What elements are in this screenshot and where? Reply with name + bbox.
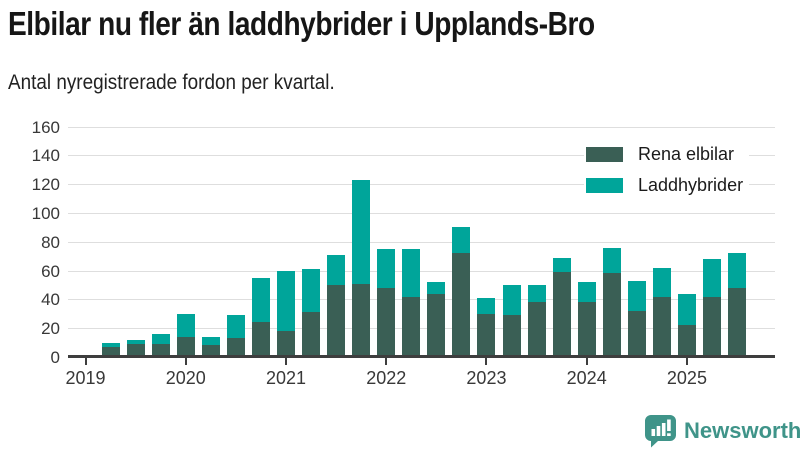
bar-2025-q3-laddhybrider — [728, 253, 747, 288]
x-axis-label-2022: 2022 — [366, 368, 407, 388]
legend-label-laddhybrider: Laddhybrider — [638, 175, 744, 195]
bar-2022-q4-rena-elbilar — [452, 253, 471, 357]
bar-2022-q2-rena-elbilar — [402, 296, 421, 357]
bar-2024-q2-rena-elbilar — [602, 273, 621, 357]
bar-2023-q2-rena-elbilar — [502, 315, 521, 357]
legend-item-laddhybrider: Laddhybrider — [584, 171, 750, 200]
bar-2019-q3-rena-elbilar — [126, 344, 145, 357]
bar-2024-q3-rena-elbilar — [627, 310, 646, 357]
bar-2022-q2-laddhybrider — [402, 249, 421, 297]
y-axis-label-80: 80 — [41, 232, 60, 252]
bar-2023-q3-rena-elbilar — [527, 302, 546, 357]
gridline-y-160 — [68, 126, 775, 128]
bar-2021-q2-laddhybrider — [302, 269, 321, 313]
legend-swatch-laddhybrider — [586, 178, 623, 193]
bar-2019-q4-rena-elbilar — [151, 344, 170, 357]
bar-2019-q4-laddhybrider — [151, 333, 170, 345]
y-axis-label-0: 0 — [50, 348, 60, 367]
bar-2019-q3-laddhybrider — [126, 339, 145, 345]
gridline-y-40 — [68, 299, 775, 301]
x-tick-2024 — [585, 358, 588, 365]
bar-2020-q1-rena-elbilar — [176, 336, 195, 357]
bar-2025-q1-rena-elbilar — [677, 325, 696, 357]
bar-2023-q1-laddhybrider — [477, 297, 496, 314]
bar-2024-q2-laddhybrider — [602, 247, 621, 274]
legend: Rena elbilar Laddhybrider — [584, 140, 750, 202]
speech-bubble-chart-icon — [645, 415, 676, 448]
bar-2022-q3-rena-elbilar — [427, 293, 446, 357]
x-tick-2021 — [284, 358, 287, 365]
x-tick-2019 — [84, 358, 87, 365]
bar-2019-q2-rena-elbilar — [101, 346, 120, 357]
x-axis-label-2021: 2021 — [265, 368, 306, 388]
bar-2024-q1-laddhybrider — [577, 282, 596, 303]
gridline-y-120 — [68, 184, 775, 186]
x-axis-label-2024: 2024 — [566, 368, 607, 388]
bar-2021-q2-rena-elbilar — [302, 312, 321, 357]
bar-2022-q1-laddhybrider — [377, 249, 396, 288]
gridline-y-140 — [68, 155, 775, 157]
bar-2025-q1-laddhybrider — [677, 293, 696, 326]
bar-2022-q1-rena-elbilar — [377, 287, 396, 357]
page-title: Elbilar nu fler än laddhybrider i Upplan… — [8, 5, 595, 42]
x-axis-label-2020: 2020 — [165, 368, 206, 388]
bar-2020-q3-laddhybrider — [226, 315, 245, 339]
bar-2020-q1-laddhybrider — [176, 313, 195, 337]
bar-2023-q2-laddhybrider — [502, 285, 521, 316]
x-axis-label-2019: 2019 — [65, 368, 106, 388]
y-axis-label-40: 40 — [41, 290, 60, 310]
x-axis-label-2025: 2025 — [666, 368, 707, 388]
newsworthy-logo: Newsworthy — [644, 414, 800, 448]
newsworthy-wordmark: Newsworthy — [684, 418, 800, 443]
bar-2020-q2-rena-elbilar — [201, 345, 220, 357]
gridline-y-20 — [68, 328, 775, 330]
bar-2020-q4-rena-elbilar — [251, 322, 270, 357]
bar-2024-q3-laddhybrider — [627, 280, 646, 311]
gridline-y-100 — [68, 213, 775, 214]
bar-2023-q3-laddhybrider — [527, 285, 546, 303]
x-axis-label-2023: 2023 — [466, 368, 507, 388]
bar-2020-q4-laddhybrider — [251, 277, 270, 323]
bar-2025-q3-rena-elbilar — [728, 287, 747, 357]
bar-2023-q4-rena-elbilar — [552, 272, 571, 357]
bar-2022-q4-laddhybrider — [452, 227, 471, 254]
y-axis-label-140: 140 — [31, 146, 60, 166]
bar-2021-q3-rena-elbilar — [327, 285, 346, 357]
bar-2024-q4-laddhybrider — [652, 267, 671, 297]
x-tick-2023 — [485, 358, 488, 365]
bar-2024-q1-rena-elbilar — [577, 302, 596, 357]
bar-2025-q2-rena-elbilar — [703, 296, 721, 357]
x-tick-2020 — [184, 358, 187, 365]
bar-2023-q1-rena-elbilar — [477, 313, 496, 357]
bar-2020-q3-rena-elbilar — [226, 338, 245, 357]
bar-2022-q3-laddhybrider — [427, 282, 446, 294]
x-tick-2022 — [385, 358, 388, 365]
legend-swatch-rena-elbilar — [586, 147, 623, 162]
page-subtitle: Antal nyregistrerade fordon per kvartal. — [8, 71, 335, 94]
bar-2021-q1-rena-elbilar — [276, 331, 295, 357]
y-axis-label-120: 120 — [31, 175, 60, 195]
bar-2025-q2-laddhybrider — [703, 259, 721, 297]
bar-2021-q1-laddhybrider — [276, 270, 295, 332]
bar-2024-q4-rena-elbilar — [652, 296, 671, 357]
gridline-y-80 — [68, 241, 775, 243]
y-axis-label-160: 160 — [31, 117, 60, 137]
legend-item-rena-elbilar: Rena elbilar — [584, 140, 750, 169]
y-axis-label-20: 20 — [41, 319, 60, 339]
gridline-y-60 — [68, 270, 775, 272]
x-axis-line — [68, 355, 775, 358]
legend-label-rena-elbilar: Rena elbilar — [638, 144, 735, 164]
bar-2023-q4-laddhybrider — [552, 257, 571, 273]
x-tick-2025 — [685, 358, 688, 365]
bar-2021-q4-laddhybrider — [352, 179, 371, 284]
bar-2019-q2-laddhybrider — [101, 342, 120, 347]
bar-2021-q4-rena-elbilar — [352, 283, 371, 357]
bar-2020-q2-laddhybrider — [201, 336, 220, 346]
y-axis-label-100: 100 — [31, 204, 60, 223]
y-axis-label-60: 60 — [41, 261, 60, 281]
bar-2021-q3-laddhybrider — [327, 254, 346, 285]
